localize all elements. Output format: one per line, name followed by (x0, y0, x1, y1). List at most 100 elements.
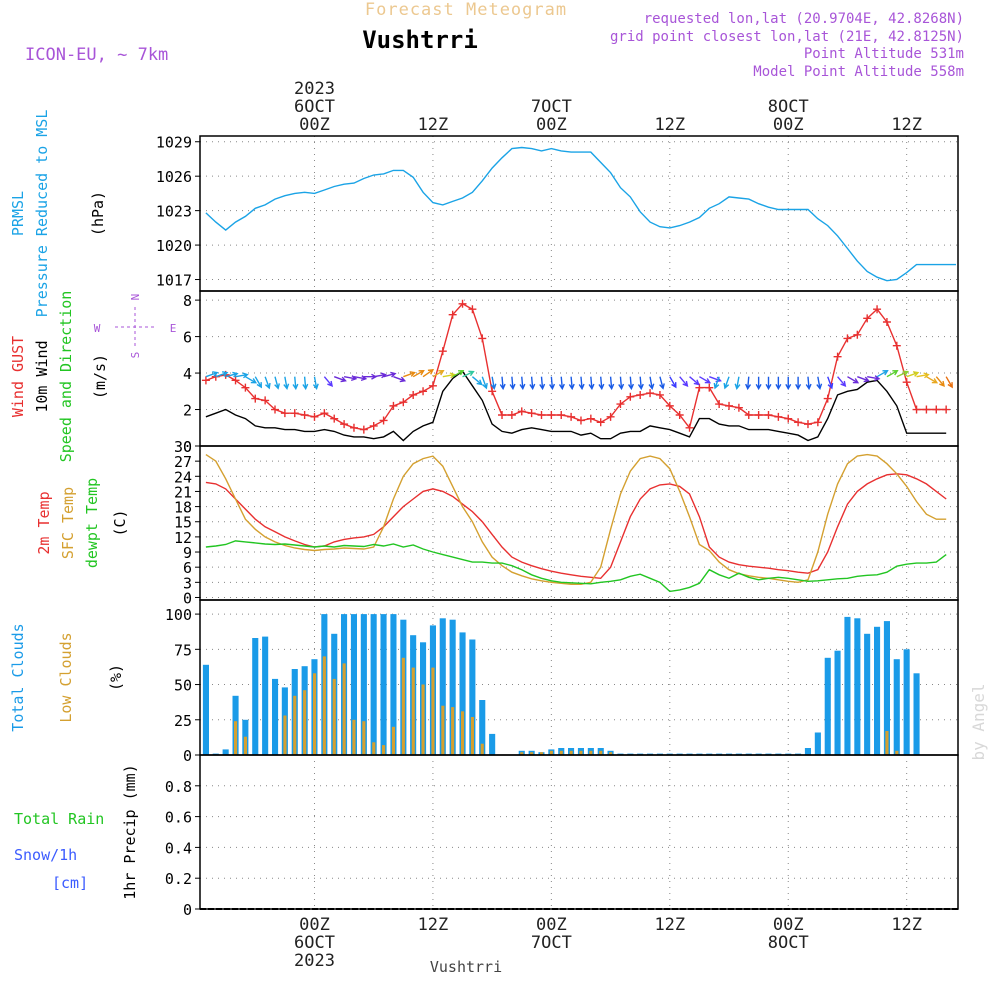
low-cloud-bar (372, 742, 376, 755)
bottom-time-label: 12Z (418, 915, 449, 935)
bottom-time-label: 7OCT (531, 933, 572, 953)
total-cloud-bar (814, 732, 821, 755)
wind-direction-arrow (462, 370, 475, 378)
low-cloud-bar (303, 690, 307, 755)
y-tick-label: 4 (183, 365, 192, 383)
y-tick-label: 1017 (156, 272, 192, 290)
gust-marker (300, 411, 309, 419)
gust-marker (438, 347, 447, 356)
gust-marker (803, 420, 812, 429)
y-axis-label: SFC Temp (59, 487, 77, 559)
low-cloud-bar (549, 750, 553, 755)
y-axis-label: Low Clouds (57, 632, 75, 722)
wind-direction-arrow (896, 370, 910, 378)
y-tick-label: 8 (183, 292, 192, 310)
total-cloud-bar (903, 649, 910, 755)
gust-marker (784, 414, 793, 423)
gust-marker (527, 409, 536, 418)
top-time-label: 12Z (418, 115, 449, 135)
low-cloud-bar (569, 750, 573, 755)
y-tick-label: 27 (174, 453, 192, 471)
wind-direction-arrow (481, 376, 488, 390)
y-tick-label: 12 (174, 529, 192, 547)
gust-marker (507, 411, 516, 419)
wind-direction-arrow (837, 376, 847, 388)
gust-marker (873, 305, 882, 314)
wind-direction-arrow (292, 376, 299, 391)
gust-marker (280, 409, 289, 418)
wind-direction-arrow (529, 376, 536, 391)
low-cloud-bar (322, 656, 326, 755)
gust-marker (251, 394, 260, 403)
wind-panel: 0 2 4 6 8 Wind GUST 10m Wind Speed and Directio… (9, 290, 959, 463)
wind-direction-arrow (499, 376, 506, 391)
top-time-label: 00Z (299, 115, 330, 135)
wind-direction-arrow (886, 369, 899, 378)
wind-direction-arrow (274, 376, 280, 390)
total-cloud-bar (252, 638, 259, 755)
wind-direction-arrow (945, 376, 953, 389)
wind-direction-arrow (452, 369, 465, 378)
y-tick-label: 3 (183, 574, 192, 592)
wind-direction-arrow (302, 376, 309, 391)
wind-direction-arrow (283, 376, 290, 390)
low-cloud-bar (599, 750, 603, 755)
gust-marker (942, 405, 951, 414)
2m-series-line (205, 473, 947, 580)
y-axis-label: Speed and Direction (57, 291, 75, 463)
chart-title: Forecast Meteogram (365, 0, 567, 20)
y-tick-label: 0 (183, 438, 192, 456)
wind-direction-arrow (393, 376, 407, 383)
wind-direction-arrow (254, 376, 263, 389)
gust-marker (734, 403, 743, 412)
low-cloud-bar (332, 678, 336, 755)
total-cloud-bar (883, 621, 890, 755)
y-tick-label: 0 (183, 589, 192, 607)
gust-marker (537, 411, 546, 419)
low-cloud-bar (313, 673, 317, 755)
wind-direction-arrow (755, 376, 762, 391)
y-tick-label: 0.2 (165, 870, 192, 888)
wind-direction-arrow (403, 371, 416, 378)
wind-direction-arrow (926, 376, 939, 384)
wind-direction-arrow (235, 372, 249, 379)
gust-marker (922, 405, 931, 414)
wind-direction-arrow (795, 376, 802, 391)
low-cloud-bar (559, 750, 563, 755)
top-time-label: 7OCT (531, 97, 572, 117)
gust-marker (330, 414, 339, 423)
gust-marker (794, 418, 803, 427)
wind-direction-arrow (745, 376, 752, 391)
model-altitude: Model Point Altitude 558m (753, 64, 964, 80)
wind-frame (199, 290, 959, 447)
compass-west: W (94, 322, 101, 335)
wind-direction-arrow (245, 376, 258, 384)
gust-marker (498, 411, 507, 419)
gust-marker (517, 407, 526, 416)
total-cloud-bar (360, 614, 367, 755)
wind-direction-arrow (648, 376, 655, 390)
wind-direction-arrow (353, 375, 368, 382)
total-cloud-bar (834, 650, 841, 755)
pressure-frame (199, 135, 959, 292)
wind-direction-arrow (422, 368, 435, 378)
top-time-label: 12Z (891, 115, 922, 135)
gust-marker (547, 411, 556, 419)
y-tick-label: 9 (183, 544, 192, 562)
total-cloud-bar (350, 614, 357, 755)
gust-marker (882, 318, 891, 326)
wind-direction-arrow (432, 369, 445, 378)
y-tick-label: 0 (183, 901, 192, 919)
gust-marker (320, 409, 329, 418)
wind-direction-arrow (608, 376, 615, 391)
total-cloud-bar (222, 749, 229, 755)
low-cloud-bar (609, 752, 613, 755)
wind-direction-arrow (412, 369, 425, 378)
wind-direction-arrow (723, 376, 730, 390)
gust-marker (912, 405, 921, 414)
low-cloud-bar (579, 750, 583, 755)
gust-marker (478, 334, 487, 343)
point-altitude: Point Altitude 531m (804, 46, 964, 62)
low-cloud-bar (540, 752, 544, 755)
